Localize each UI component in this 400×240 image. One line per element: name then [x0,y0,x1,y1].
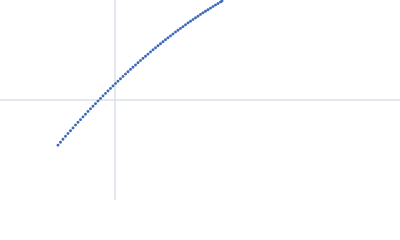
point [166,36,170,40]
point [81,115,85,119]
point [146,52,150,56]
point [164,38,167,42]
point [151,48,155,52]
point [149,50,152,54]
point [74,123,77,127]
point [214,3,217,7]
point [216,2,220,5]
point [171,32,175,36]
point [111,84,115,88]
point [189,19,192,23]
point [204,9,207,13]
point [201,11,205,15]
point [154,46,157,50]
point [106,89,110,93]
point [136,61,140,65]
point [161,40,165,44]
point [196,14,200,18]
point [99,97,102,100]
point [59,140,62,144]
point [84,112,87,116]
point [69,129,72,133]
point [131,65,135,69]
point [169,34,172,38]
point [66,132,70,135]
point [199,13,202,16]
point [174,30,177,34]
point [144,54,147,58]
point [181,25,185,28]
point [101,94,105,98]
point [176,28,180,32]
point [96,99,100,103]
point [194,16,197,20]
point [79,118,82,121]
point [64,134,67,138]
point [126,70,130,74]
point [156,44,160,48]
chart [0,0,400,200]
point [184,23,187,27]
point [141,56,145,60]
point [121,75,125,78]
point [220,0,224,3]
point [89,107,92,111]
point [186,21,190,25]
point [139,59,142,62]
point [114,82,117,85]
point [211,5,215,8]
point [206,8,210,12]
point [109,87,112,90]
point [91,104,95,108]
point [134,63,137,67]
point [159,42,162,46]
point [71,126,75,130]
point [86,110,90,113]
point [129,68,132,71]
point [179,27,182,30]
point [191,18,195,21]
point [56,143,60,147]
point [209,6,212,10]
point [119,77,122,81]
point [61,137,65,141]
point [76,120,80,124]
point [94,102,97,105]
point [116,79,120,83]
point [124,72,127,76]
page: {"chart_data": {"type": "scatter", "colo… [0,0,400,200]
point [104,92,107,95]
